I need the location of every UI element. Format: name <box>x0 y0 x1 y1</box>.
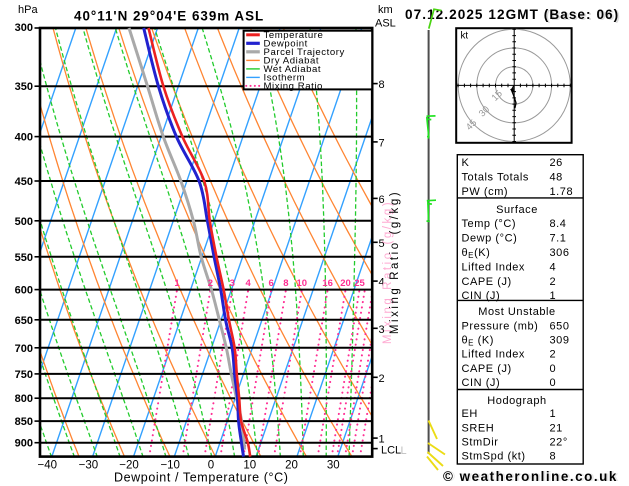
svg-text:20: 20 <box>340 278 351 289</box>
svg-text:K: K <box>462 157 470 169</box>
svg-text:Hodograph: Hodograph <box>487 395 546 407</box>
svg-text:Dewpoint / Temperature (°C): Dewpoint / Temperature (°C) <box>114 471 289 485</box>
svg-text:−10: −10 <box>160 460 180 472</box>
svg-text:2: 2 <box>550 349 557 361</box>
svg-text:30: 30 <box>327 460 340 472</box>
svg-text:hPa: hPa <box>18 4 38 16</box>
svg-text:Lifted Index: Lifted Index <box>462 262 525 274</box>
svg-text:7: 7 <box>379 137 385 149</box>
svg-text:4: 4 <box>379 277 385 289</box>
svg-text:0: 0 <box>550 377 557 389</box>
svg-text:L: L <box>401 445 407 457</box>
svg-text:1: 1 <box>550 290 557 302</box>
svg-text:2: 2 <box>379 373 385 385</box>
svg-text:3: 3 <box>230 278 235 289</box>
svg-text:309: 309 <box>550 335 570 347</box>
svg-text:© weatheronline.co.uk: © weatheronline.co.uk <box>443 469 618 484</box>
svg-text:450: 450 <box>15 176 33 188</box>
svg-text:Dewpoint: Dewpoint <box>264 39 308 50</box>
svg-text:StmSpd (kt): StmSpd (kt) <box>462 451 526 463</box>
svg-text:600: 600 <box>15 285 33 297</box>
svg-text:Wet Adiabat: Wet Adiabat <box>264 64 322 75</box>
svg-text:3: 3 <box>379 324 385 336</box>
svg-text:Parcel Trajectory: Parcel Trajectory <box>264 47 345 58</box>
svg-text:2: 2 <box>208 278 213 289</box>
svg-text:800: 800 <box>15 393 33 405</box>
svg-text:CIN (J): CIN (J) <box>462 290 501 302</box>
svg-text:Isotherm: Isotherm <box>264 73 306 84</box>
svg-text:4: 4 <box>246 278 252 289</box>
svg-text:Mixing Ratio: Mixing Ratio <box>264 81 323 92</box>
svg-text:1.78: 1.78 <box>550 186 574 198</box>
svg-text:6: 6 <box>269 278 274 289</box>
svg-text:4: 4 <box>550 262 557 274</box>
svg-text:kt: kt <box>461 31 469 42</box>
svg-text:22°: 22° <box>550 436 568 448</box>
svg-text:850: 850 <box>15 416 33 428</box>
svg-text:CAPE (J): CAPE (J) <box>462 363 512 375</box>
svg-text:Mixing Ratio (g/kg): Mixing Ratio (g/kg) <box>382 200 394 344</box>
svg-text:25: 25 <box>354 278 365 289</box>
svg-text:48: 48 <box>550 171 563 183</box>
svg-text:16: 16 <box>322 278 333 289</box>
svg-text:−40: −40 <box>38 460 58 472</box>
svg-text:Temperature: Temperature <box>264 30 324 41</box>
svg-text:650: 650 <box>550 321 570 333</box>
svg-text:θE (K): θE (K) <box>462 335 494 348</box>
svg-text:550: 550 <box>15 252 33 264</box>
svg-text:Mixing Ratio (g/kg): Mixing Ratio (g/kg) <box>389 190 401 334</box>
svg-text:2: 2 <box>550 276 557 288</box>
svg-text:1: 1 <box>550 408 557 420</box>
svg-text:40°11'N 29°04'E 639m ASL: 40°11'N 29°04'E 639m ASL <box>74 9 264 24</box>
svg-text:km: km <box>378 4 393 16</box>
svg-text:0: 0 <box>208 460 214 472</box>
svg-text:7.1: 7.1 <box>550 233 567 245</box>
svg-text:Most Unstable: Most Unstable <box>478 306 555 318</box>
svg-text:StmDir: StmDir <box>462 436 499 448</box>
svg-text:PW (cm): PW (cm) <box>462 186 509 198</box>
svg-text:300: 300 <box>15 22 33 34</box>
svg-text:26: 26 <box>550 157 563 169</box>
svg-text:8: 8 <box>550 451 557 463</box>
svg-text:ASL: ASL <box>375 18 396 30</box>
svg-text:Lifted Index: Lifted Index <box>462 349 525 361</box>
svg-text:500: 500 <box>15 216 33 228</box>
svg-text:−20: −20 <box>119 460 139 472</box>
svg-text:0: 0 <box>550 363 557 375</box>
svg-text:Surface: Surface <box>496 204 538 216</box>
svg-text:8: 8 <box>379 79 385 91</box>
svg-text:8: 8 <box>283 278 288 289</box>
svg-text:Pressure (mb): Pressure (mb) <box>462 321 539 333</box>
svg-text:10: 10 <box>243 460 256 472</box>
svg-text:LCL: LCL <box>381 445 401 457</box>
svg-text:6: 6 <box>379 194 385 206</box>
svg-text:EH: EH <box>462 408 478 420</box>
svg-text:750: 750 <box>15 369 33 381</box>
svg-text:SREH: SREH <box>462 423 495 435</box>
svg-text:900: 900 <box>15 438 33 450</box>
svg-text:700: 700 <box>15 343 33 355</box>
svg-text:10: 10 <box>297 278 308 289</box>
svg-text:306: 306 <box>550 247 570 259</box>
svg-text:8.4: 8.4 <box>550 218 567 230</box>
svg-text:Temp (°C): Temp (°C) <box>462 218 517 230</box>
svg-text:−30: −30 <box>79 460 99 472</box>
svg-text:(Base: 06): (Base: 06) <box>546 8 621 23</box>
svg-text:Dry Adiabat: Dry Adiabat <box>264 56 320 67</box>
svg-text:20: 20 <box>285 460 298 472</box>
svg-text:CAPE (J): CAPE (J) <box>462 276 512 288</box>
svg-text:Totals Totals: Totals Totals <box>462 171 529 183</box>
svg-text:350: 350 <box>15 81 33 93</box>
svg-text:1: 1 <box>174 278 180 289</box>
svg-text:07.12.2025 12GMT (Base: 06): 07.12.2025 12GMT (Base: 06) <box>405 7 619 22</box>
svg-text:Dewp (°C): Dewp (°C) <box>462 233 518 245</box>
svg-text:5: 5 <box>379 238 385 250</box>
svg-text:400: 400 <box>15 132 33 144</box>
svg-text:© weatheronline.co.uk: © weatheronline.co.uk <box>445 469 620 484</box>
svg-text:CIN (J): CIN (J) <box>462 377 501 389</box>
svg-text:θE(K): θE(K) <box>462 247 491 260</box>
svg-text:650: 650 <box>15 315 33 327</box>
svg-text:1: 1 <box>379 434 385 446</box>
svg-text:21: 21 <box>550 423 563 435</box>
